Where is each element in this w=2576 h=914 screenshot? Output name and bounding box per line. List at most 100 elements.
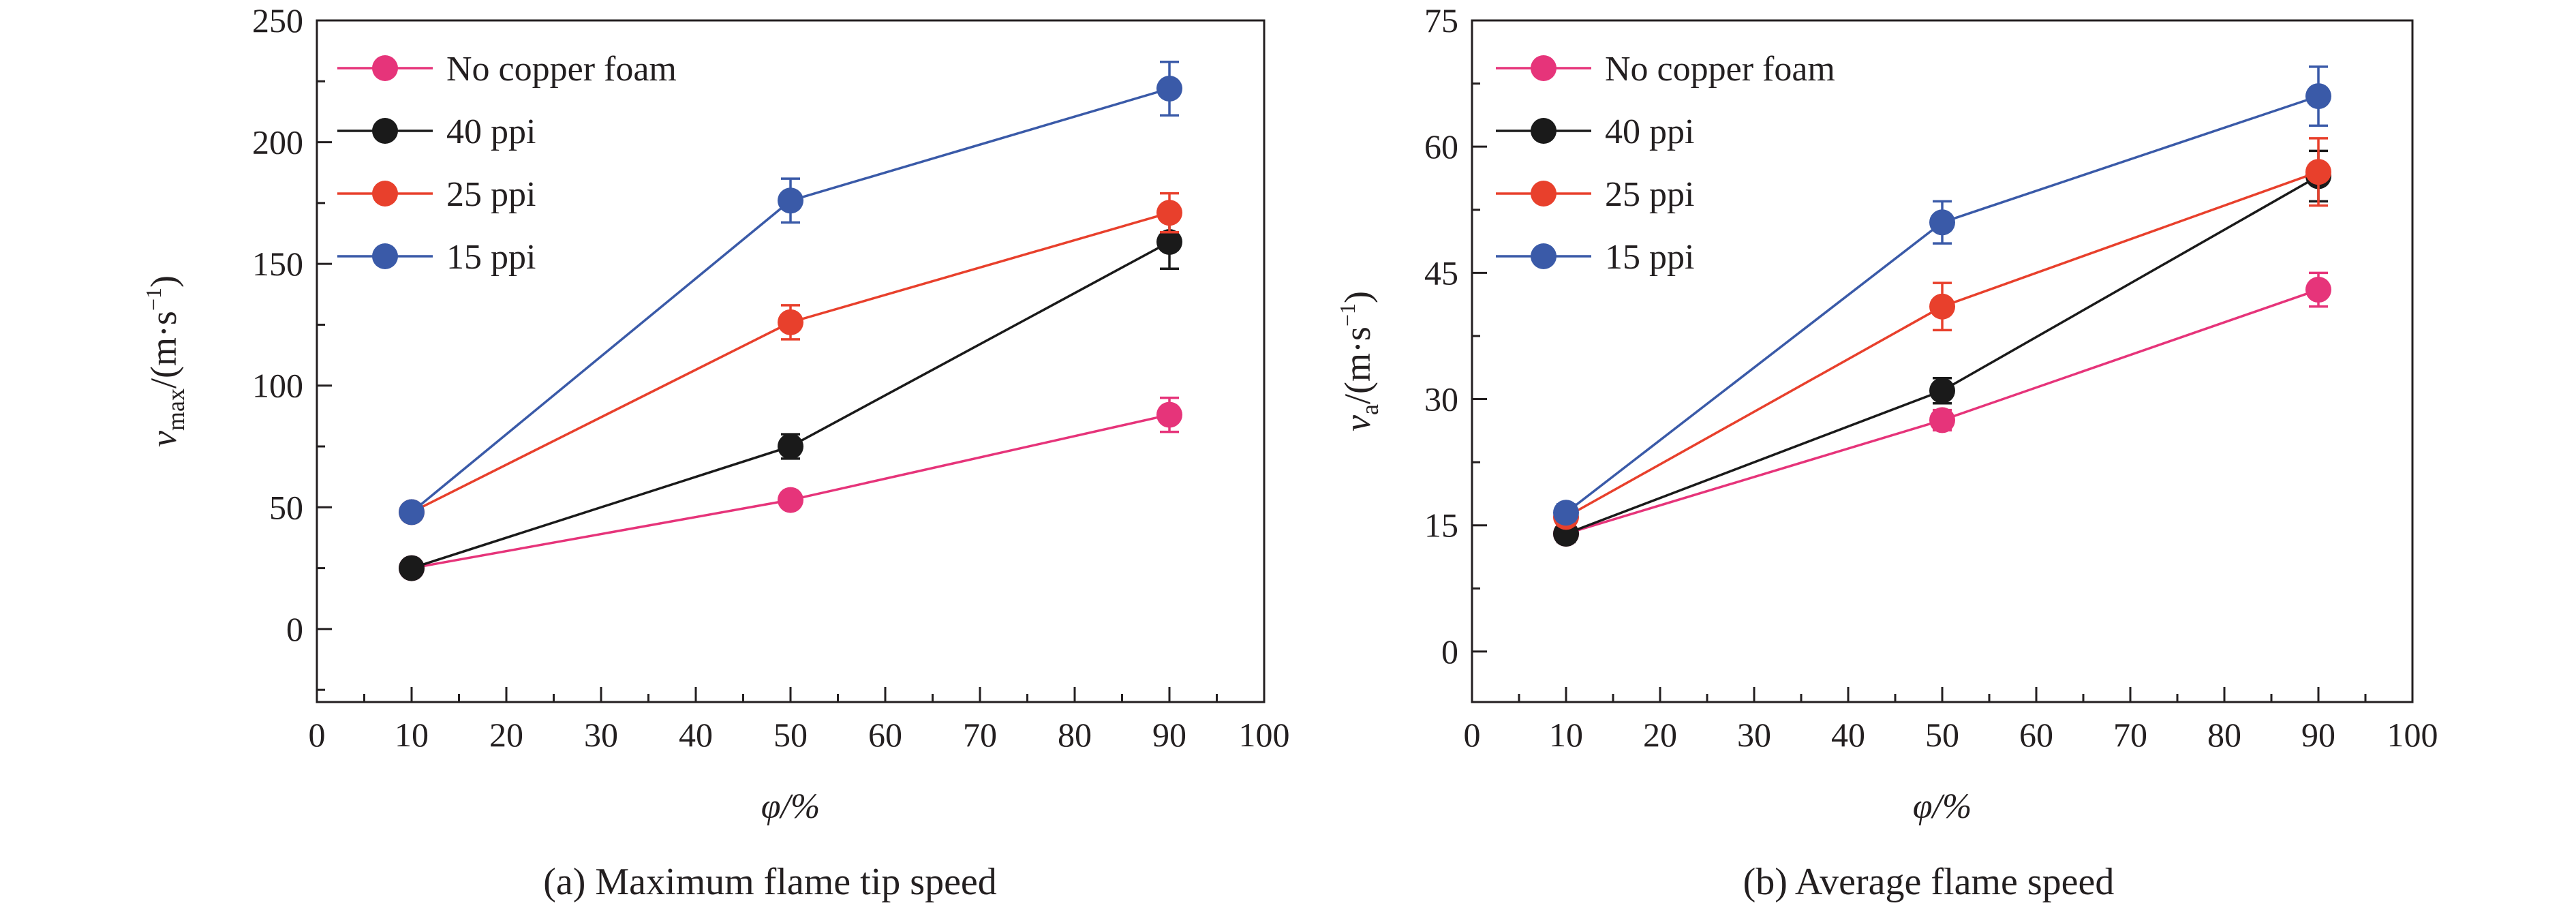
- legend-marker: [372, 55, 398, 81]
- legend-entry-2: 25 ppi: [337, 175, 536, 214]
- x-tick-label: 90: [2301, 716, 2335, 754]
- y-label-close: ): [1337, 291, 1378, 303]
- x-tick-label: 50: [773, 716, 808, 754]
- legend-label: 40 ppi: [446, 112, 536, 151]
- series-3: [399, 60, 1182, 525]
- legend-entry-1: 40 ppi: [1496, 112, 1694, 151]
- data-point: [1156, 229, 1182, 255]
- y-label-symbol: v: [1337, 415, 1378, 431]
- legend-label: No copper foam: [446, 50, 677, 89]
- x-axis-label: φ/%: [1913, 787, 1972, 826]
- y-label-unit: /(m·s: [143, 311, 184, 389]
- legend-label: 40 ppi: [1605, 112, 1694, 151]
- data-point: [2305, 277, 2331, 303]
- chart-caption: (b) Average flame speed: [1743, 861, 2115, 903]
- data-point: [778, 309, 803, 335]
- y-tick-label: 100: [252, 367, 303, 405]
- series-3: [1553, 65, 2331, 526]
- x-axis-label: φ/%: [761, 787, 821, 826]
- legend-entry-1: 40 ppi: [337, 112, 536, 151]
- data-point: [1929, 407, 1955, 433]
- x-tick-label: 30: [584, 716, 618, 754]
- y-tick-label: 250: [252, 1, 303, 40]
- y-label-subscript: a: [1356, 404, 1383, 415]
- x-tick-label: 80: [1058, 716, 1092, 754]
- x-tick-label: 60: [868, 716, 902, 754]
- y-tick-label: 150: [252, 245, 303, 283]
- y-tick-label: 60: [1424, 127, 1458, 166]
- x-tick-label: 100: [2387, 716, 2438, 754]
- y-tick-label: 15: [1424, 506, 1458, 545]
- data-point: [778, 487, 803, 513]
- legend-entry-2: 25 ppi: [1496, 175, 1694, 214]
- x-tick-label: 60: [2019, 716, 2053, 754]
- legend-marker: [1531, 181, 1557, 207]
- y-tick-label: 0: [286, 610, 303, 648]
- legend-label: 25 ppi: [446, 175, 536, 214]
- legend-marker: [372, 118, 398, 144]
- x-tick-label: 80: [2207, 716, 2241, 754]
- data-point: [399, 555, 425, 581]
- series-1: [399, 213, 1182, 581]
- legend-marker: [1531, 118, 1557, 144]
- x-tick-label: 10: [1549, 716, 1583, 754]
- legend-entry-0: No copper foam: [337, 50, 677, 89]
- y-tick-label: 45: [1424, 254, 1458, 292]
- legend-entry-0: No copper foam: [1496, 50, 1835, 89]
- data-point: [1553, 500, 1579, 526]
- y-axis-label: va/(m·s−1): [1335, 291, 1383, 431]
- data-point: [1156, 76, 1182, 102]
- y-label-close: ): [143, 275, 184, 288]
- series-line: [411, 241, 1170, 570]
- legend-label: No copper foam: [1605, 50, 1835, 89]
- legend-marker: [1531, 243, 1557, 269]
- data-point: [778, 433, 803, 459]
- x-tick-label: 70: [963, 716, 997, 754]
- y-tick-label: 30: [1424, 380, 1458, 418]
- series-2: [399, 192, 1182, 525]
- y-tick-label: 200: [252, 123, 303, 162]
- chart-panel-a: 0 10 20 30 40 50 60 70 80 90 100 0 50 100 150 200 250 φ/%…: [141, 1, 1290, 903]
- data-point: [1929, 293, 1955, 320]
- data-point: [2305, 83, 2331, 110]
- y-label-exponent: −1: [141, 288, 166, 311]
- data-point: [1156, 401, 1182, 428]
- y-label-symbol: v: [143, 431, 184, 447]
- legend-label: 15 ppi: [446, 238, 536, 277]
- x-tick-label: 100: [1239, 716, 1290, 754]
- data-point: [2305, 159, 2331, 185]
- legend-marker: [372, 181, 398, 207]
- data-point: [778, 187, 803, 214]
- y-label-unit: /(m·s: [1337, 326, 1378, 404]
- y-tick-label: 50: [269, 488, 303, 526]
- x-tick-label: 70: [2113, 716, 2147, 754]
- legend-label: 25 ppi: [1605, 175, 1694, 214]
- x-tick-label: 40: [1831, 716, 1865, 754]
- y-axis-label: vmax/(m·s−1): [141, 275, 189, 447]
- legend-marker: [1531, 55, 1557, 81]
- data-point: [1929, 378, 1955, 404]
- y-label-exponent: −1: [1335, 303, 1360, 326]
- x-tick-label: 20: [1643, 716, 1677, 754]
- data-point: [1156, 200, 1182, 226]
- x-tick-label: 20: [489, 716, 523, 754]
- x-tick-label: 0: [1464, 716, 1481, 754]
- y-tick-label: 0: [1441, 633, 1458, 671]
- legend-label: 15 ppi: [1605, 238, 1694, 277]
- y-label-subscript: max: [162, 389, 189, 431]
- legend-entry-3: 15 ppi: [337, 238, 536, 277]
- series-0: [1553, 271, 2331, 547]
- legend-marker: [372, 243, 398, 269]
- x-tick-label: 40: [679, 716, 713, 754]
- chart-panel-b: 0 10 20 30 40 50 60 70 80 90 100 0 15 30 45 60 75 φ/% va/(…: [1335, 1, 2438, 903]
- x-tick-label: 50: [1925, 716, 1959, 754]
- x-tick-label: 90: [1152, 716, 1186, 754]
- data-point: [399, 499, 425, 525]
- chart-caption: (a) Maximum flame tip speed: [543, 861, 997, 903]
- x-tick-label: 10: [395, 716, 429, 754]
- x-tick-label: 0: [309, 716, 326, 754]
- legend-entry-3: 15 ppi: [1496, 238, 1694, 277]
- y-tick-label: 75: [1424, 1, 1458, 40]
- data-point: [1929, 209, 1955, 236]
